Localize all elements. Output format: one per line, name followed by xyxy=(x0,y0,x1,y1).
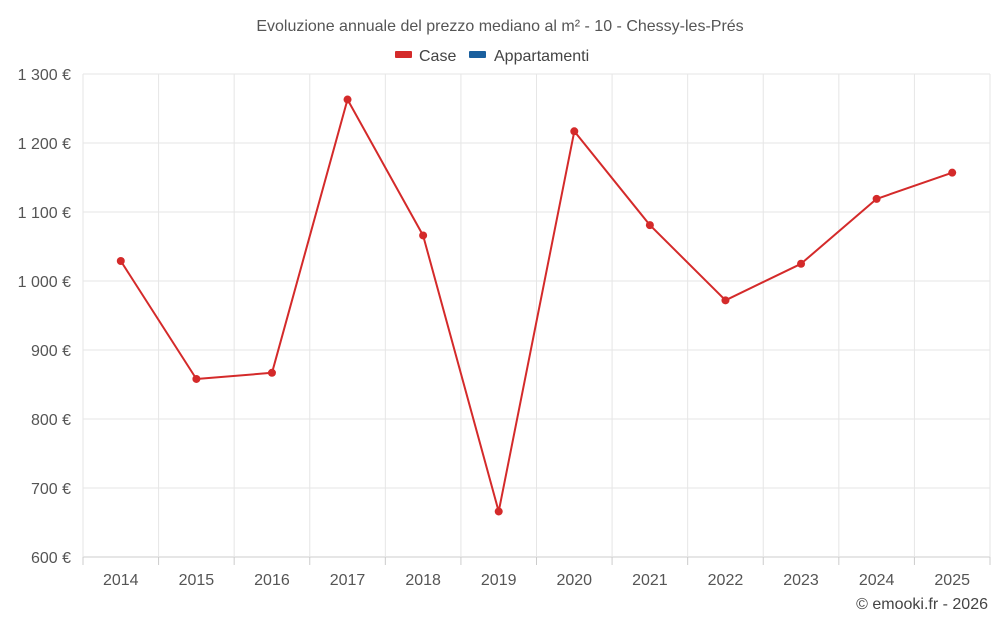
data-point[interactable] xyxy=(872,194,881,203)
data-point[interactable] xyxy=(419,231,428,240)
data-point[interactable] xyxy=(797,259,806,268)
series-line-case xyxy=(119,98,953,513)
data-point[interactable] xyxy=(192,374,201,383)
legend: Case Appartamenti xyxy=(395,48,589,65)
series-layer xyxy=(116,95,957,516)
x-tick-label: 2018 xyxy=(405,572,441,589)
x-tick-label: 2014 xyxy=(103,572,139,589)
legend-swatch-case xyxy=(395,51,412,58)
legend-label-case: Case xyxy=(419,48,456,65)
legend-label-appartamenti: Appartamenti xyxy=(494,48,589,65)
y-tick-label: 1 300 € xyxy=(18,67,71,84)
x-tick-label: 2021 xyxy=(632,572,668,589)
legend-swatch-appartamenti xyxy=(469,51,486,58)
x-tick-label: 2019 xyxy=(481,572,517,589)
y-tick-label: 900 € xyxy=(31,343,71,360)
data-point[interactable] xyxy=(570,127,579,136)
x-tick-label: 2023 xyxy=(783,572,819,589)
x-axis-ticks: 2014 2015 2016 2017 2018 2019 2020 2021 2022 2023… xyxy=(82,557,991,589)
x-gridlines xyxy=(82,74,991,557)
y-tick-label: 1 100 € xyxy=(18,205,71,222)
y-tick-label: 1 000 € xyxy=(18,274,71,291)
x-tick-label: 2024 xyxy=(859,572,895,589)
y-tick-label: 800 € xyxy=(31,412,71,429)
legend-item-case[interactable]: Case xyxy=(395,48,456,65)
x-tick-label: 2015 xyxy=(179,572,215,589)
y-tick-label: 600 € xyxy=(31,550,71,567)
y-tick-label: 700 € xyxy=(31,481,71,498)
data-point[interactable] xyxy=(721,296,730,305)
credit-text: © emooki.fr - 2026 xyxy=(856,596,988,613)
data-point[interactable] xyxy=(948,168,957,177)
x-tick-label: 2016 xyxy=(254,572,290,589)
x-tick-label: 2017 xyxy=(330,572,366,589)
data-point[interactable] xyxy=(267,368,276,377)
data-point[interactable] xyxy=(645,221,654,230)
chart-title: Evoluzione annuale del prezzo mediano al… xyxy=(256,18,743,35)
data-point[interactable] xyxy=(343,95,352,104)
legend-item-appartamenti[interactable]: Appartamenti xyxy=(469,48,589,65)
x-tick-label: 2022 xyxy=(708,572,744,589)
y-tick-label: 1 200 € xyxy=(18,136,71,153)
y-axis-ticks: 600 € 700 € 800 € 900 € 1 000 € 1 100 € 1 200 … xyxy=(18,67,71,567)
x-tick-label: 2020 xyxy=(556,572,592,589)
data-point[interactable] xyxy=(494,507,503,516)
x-tick-label: 2025 xyxy=(934,572,970,589)
data-point[interactable] xyxy=(116,256,125,265)
